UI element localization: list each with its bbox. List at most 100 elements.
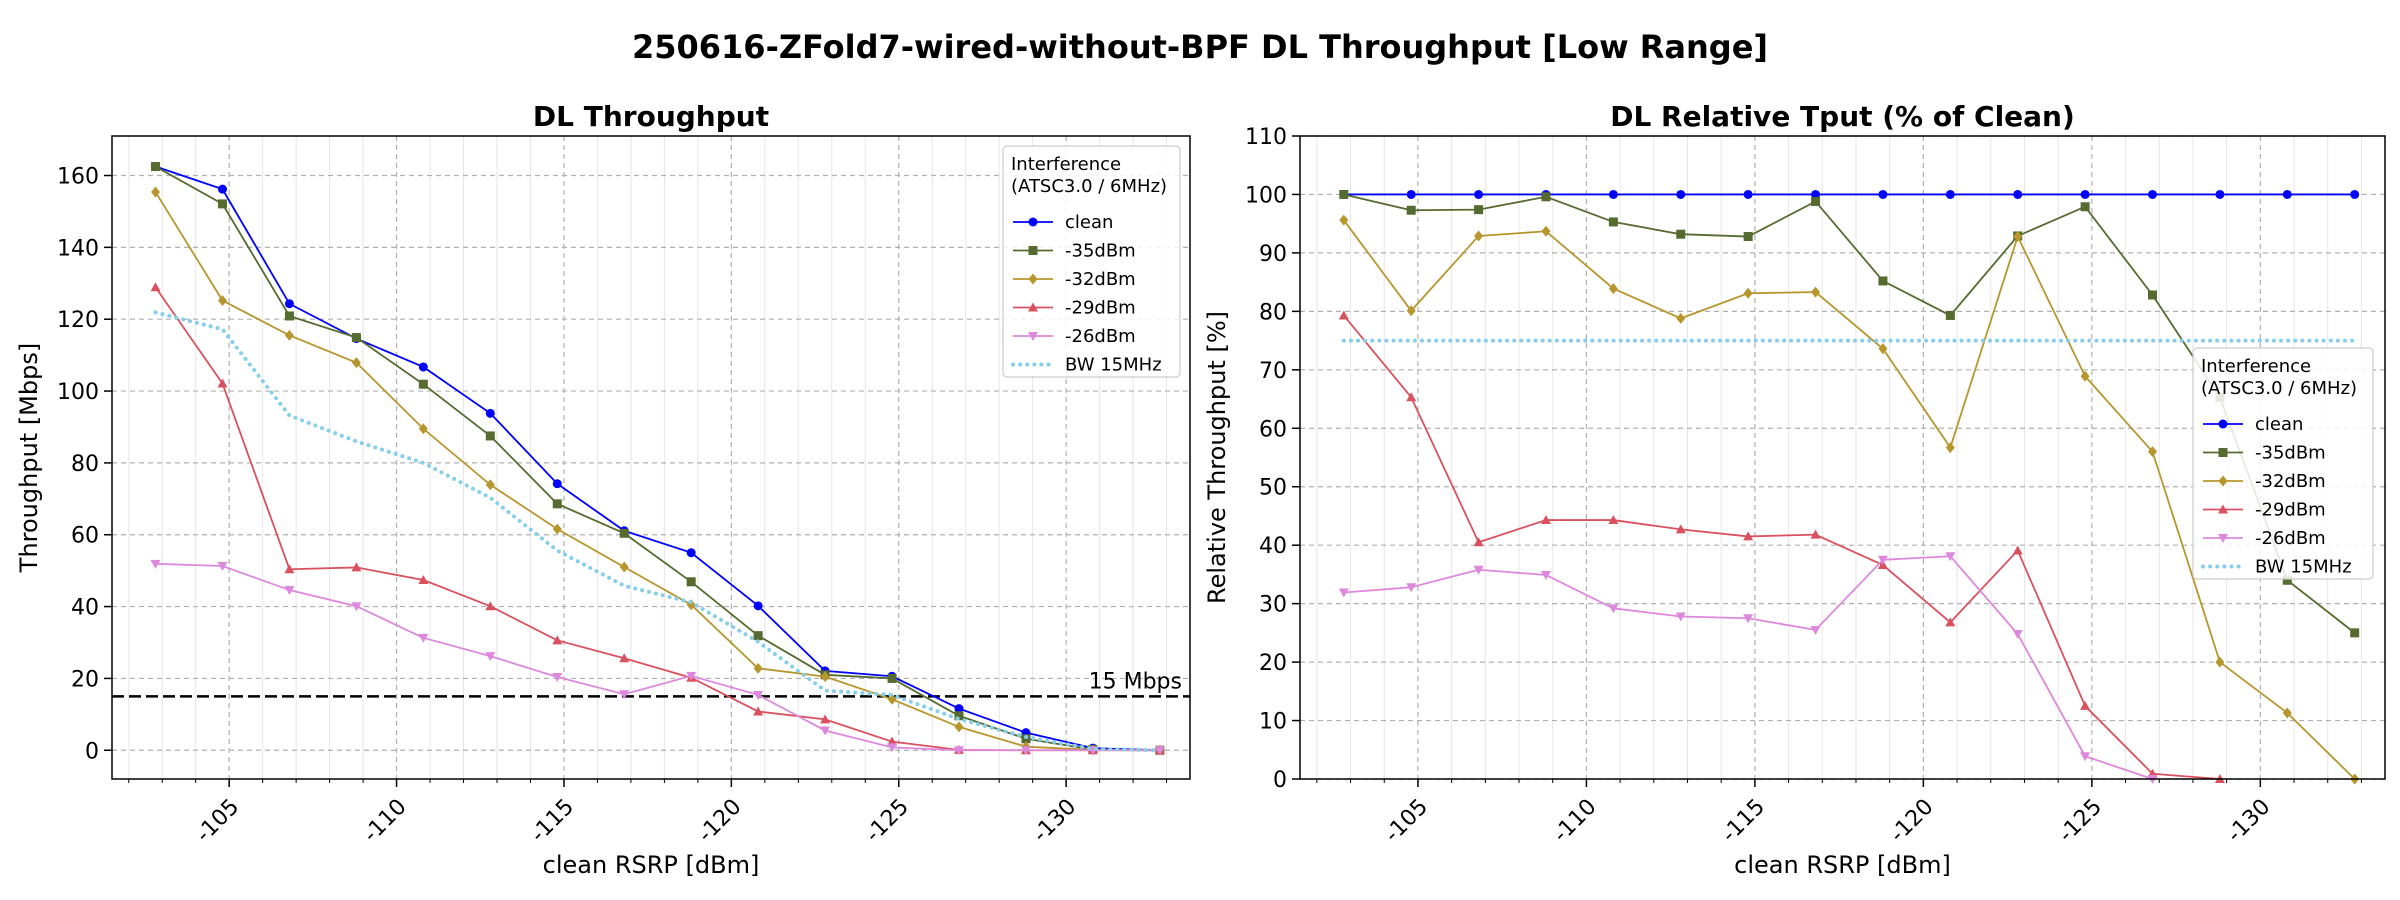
data-point	[619, 690, 630, 700]
legend-label: -29dBm	[2255, 500, 2326, 521]
data-point	[2350, 189, 2360, 199]
y-tick-label: 40	[71, 596, 99, 621]
data-point	[954, 711, 964, 721]
y-axis-label: Throughput [Mbps]	[15, 343, 43, 573]
y-tick-label: 50	[1259, 476, 1287, 501]
legend-label: BW 15MHz	[2255, 557, 2352, 578]
data-point	[1154, 746, 1165, 756]
legend-title: (ATSC3.0 / 6MHz)	[2201, 378, 2357, 399]
data-point	[284, 299, 294, 309]
y-tick-label: 80	[71, 452, 99, 477]
data-point	[418, 633, 429, 643]
legend-item-29dbm: -29dBm	[1013, 298, 1136, 319]
data-point	[753, 690, 764, 700]
legend-title: (ATSC3.0 / 6MHz)	[1011, 176, 1167, 197]
y-axis: 0 10 20 30 40 50 60 70 80 90 100 110	[1245, 125, 1300, 793]
data-point	[887, 743, 898, 753]
series-line	[1343, 219, 2356, 780]
data-point	[2080, 752, 2091, 762]
page-title: 250616-ZFold7-wired-without-BPF DL Throu…	[631, 28, 1769, 66]
x-tick-label: -105	[1380, 794, 1433, 847]
data-point	[2080, 700, 2091, 710]
data-point	[1877, 555, 1888, 565]
data-point	[619, 653, 630, 663]
data-point	[1676, 189, 1686, 199]
legend-title: Interference	[1011, 154, 1121, 175]
plot-frame	[1299, 135, 2386, 780]
x-tick-label: -105	[191, 794, 244, 847]
y-tick-label: 60	[71, 524, 99, 549]
chart-dl-throughput: 15 Mbps -105 -110 -115 -120 -125 -130 0 20 40 60 80…	[15, 100, 1191, 879]
data-point	[2215, 189, 2225, 199]
legend-item-32dbm: -32dBm	[2203, 471, 2326, 492]
y-tick-label: 120	[57, 308, 99, 333]
data-point	[1608, 283, 1618, 295]
minor-gridlines	[128, 136, 1168, 779]
series-line	[154, 191, 1160, 752]
data-point	[820, 726, 831, 736]
x-tick-label: -130	[2222, 794, 2275, 847]
y-tick-label: 10	[1259, 710, 1287, 735]
y-tick-label: 20	[71, 667, 99, 692]
data-point	[2012, 630, 2023, 640]
legend-label: -26dBm	[2255, 528, 2326, 549]
legend-label: -32dBm	[1065, 269, 1136, 290]
threshold-label: 15 Mbps	[1089, 669, 1182, 694]
series-line	[155, 562, 1160, 752]
legend-label: -35dBm	[1065, 241, 1136, 262]
x-tick-label: -125	[2054, 794, 2107, 847]
data-point	[1743, 614, 1754, 624]
series-line	[153, 310, 1162, 753]
series-line	[1343, 193, 2356, 634]
data-point	[552, 479, 562, 489]
data-point	[1811, 189, 1821, 199]
series-26dbm	[150, 559, 1165, 756]
data-point	[1339, 189, 1349, 199]
data-point	[151, 186, 161, 198]
legend-label: -35dBm	[2255, 443, 2326, 464]
data-point	[217, 561, 228, 571]
data-point	[1339, 214, 1349, 226]
data-point	[1406, 392, 1417, 402]
data-point	[1810, 529, 1821, 539]
data-point	[151, 162, 161, 172]
data-point	[686, 671, 697, 681]
data-point	[1811, 196, 1821, 206]
y-tick-label: 70	[1259, 359, 1287, 384]
data-point	[217, 199, 227, 209]
legend-box	[2192, 347, 2374, 580]
data-point	[1406, 583, 1417, 593]
data-point	[1541, 192, 1551, 202]
data-point	[1540, 570, 1551, 580]
data-point	[1676, 312, 1686, 324]
y-tick-label: 160	[57, 165, 99, 190]
legend-item-26dbm: -26dBm	[2203, 528, 2326, 549]
data-point	[1743, 531, 1754, 541]
data-point	[1608, 604, 1619, 614]
x-axis: -105 -110 -115 -120 -125 -130	[1316, 779, 2362, 847]
x-tick-label: -110	[359, 794, 412, 847]
legend-marker	[2218, 448, 2228, 457]
x-axis: -105 -110 -115 -120 -125 -130	[128, 779, 1168, 847]
data-point	[2080, 370, 2090, 382]
legend-label: -29dBm	[1065, 298, 1136, 319]
legend-item-clean: clean	[2203, 414, 2303, 435]
data-point	[418, 379, 428, 389]
data-point	[2282, 575, 2292, 585]
data-point	[2148, 290, 2157, 300]
legend-item-clean: clean	[1013, 212, 1113, 233]
chart-title: DL Throughput	[533, 100, 769, 133]
legend-item-35dbm: -35dBm	[1013, 241, 1136, 262]
series-line	[1343, 314, 2220, 780]
data-point	[1406, 305, 1416, 317]
data-point	[1338, 588, 1349, 598]
series-26dbm	[1338, 552, 2158, 784]
plot-frame	[111, 135, 1191, 780]
data-series	[150, 162, 1165, 756]
series-line	[1343, 555, 2153, 780]
series-clean	[1339, 189, 2360, 199]
data-point	[1474, 205, 1484, 215]
data-point	[217, 295, 227, 307]
legend-marker	[1028, 302, 1038, 312]
data-point	[1945, 442, 1955, 454]
